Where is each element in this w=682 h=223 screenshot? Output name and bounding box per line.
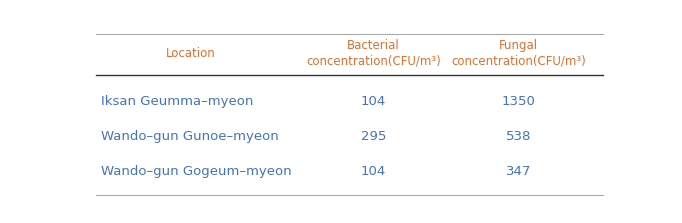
Text: 104: 104 [361,165,386,178]
Text: 347: 347 [506,165,531,178]
Text: 295: 295 [361,130,386,143]
Text: 104: 104 [361,95,386,108]
Text: Bacterial
concentration(CFU/m³): Bacterial concentration(CFU/m³) [306,39,441,68]
Text: Location: Location [166,47,216,60]
Text: Wando–gun Gogeum–myeon: Wando–gun Gogeum–myeon [101,165,292,178]
Text: Wando–gun Gunoe–myeon: Wando–gun Gunoe–myeon [101,130,279,143]
Text: Fungal
concentration(CFU/m³): Fungal concentration(CFU/m³) [451,39,586,68]
Text: 1350: 1350 [502,95,535,108]
Text: 538: 538 [506,130,531,143]
Text: Iksan Geumma–myeon: Iksan Geumma–myeon [101,95,254,108]
